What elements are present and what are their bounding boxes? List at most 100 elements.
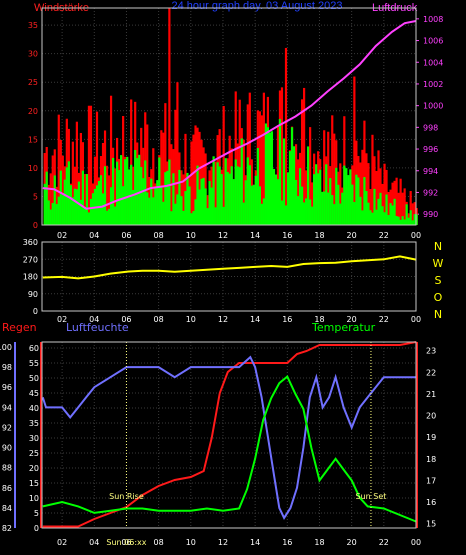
wind-avg-bar (319, 169, 322, 225)
wind-avg-bar (180, 196, 183, 225)
lower-x-tick: 12 (218, 538, 228, 547)
wind-x-tick: 02 (57, 231, 67, 240)
wind-avg-bar (399, 219, 402, 225)
wind-avg-bar (284, 205, 288, 225)
wind-max-bar (89, 105, 93, 225)
wind-avg-bar (236, 166, 239, 225)
wind-max-bar (57, 114, 60, 225)
wind-y-tick: 5 (33, 192, 38, 201)
wind-avg-bar (63, 179, 66, 225)
wind-avg-bar (252, 184, 255, 225)
wind-max-bar (331, 115, 334, 225)
wind-max-bar (339, 163, 342, 225)
wind-avg-bar (190, 213, 193, 225)
wind-max-bar (130, 99, 133, 225)
direction-y-tick: 0 (33, 307, 38, 316)
wind-max-bar (107, 175, 111, 225)
temperature-y-tick: 20 (426, 412, 436, 421)
direction-y-tick: 360 (23, 238, 38, 247)
humidity-y-tick: 92 (2, 423, 12, 432)
wind-max-bar (309, 127, 312, 225)
wind-max-bar (401, 192, 404, 225)
wind-avg-bar (331, 195, 334, 225)
wind-max-bar (367, 163, 370, 225)
wind-max-bar (164, 103, 167, 225)
wind-avg-bar (154, 187, 157, 225)
wind-max-bar (258, 111, 261, 225)
rain-y-tick: 20 (29, 464, 39, 473)
wind-max-bar (214, 161, 217, 225)
rain-y-tick: 15 (29, 479, 39, 488)
wind-x-tick: 18 (314, 231, 324, 240)
wind-avg-bar (170, 211, 173, 225)
wind-avg-bar (266, 127, 270, 225)
wind-max-bar (162, 132, 165, 225)
wind-avg-bar (101, 193, 105, 225)
wind-x-tick: 04 (89, 231, 99, 240)
direction-letter: S (435, 274, 442, 287)
wind-max-bar (409, 191, 412, 225)
wind-avg-bar (234, 159, 237, 225)
direction-x-tick: 14 (250, 315, 260, 324)
lower-x-tick: 16 (282, 538, 292, 547)
rain-y-tick: 50 (29, 374, 39, 383)
wind-avg-bar (122, 186, 125, 225)
wind-max-bar (95, 111, 99, 225)
wind-max-bar (79, 132, 83, 225)
wind-avg-bar (309, 199, 312, 225)
humidity-y-tick: 94 (2, 403, 12, 412)
wind-max-bar (296, 159, 300, 225)
wind-avg-bar (292, 146, 296, 225)
wind-max-bar (381, 183, 384, 225)
pressure-y-tick: 1002 (423, 80, 443, 89)
direction-x-tick: 08 (154, 315, 164, 324)
wind-avg-bar (248, 165, 251, 225)
wind-max-bar (399, 178, 402, 225)
pressure-y-tick: 1000 (423, 102, 443, 111)
humidity-y-tick: 100 (0, 343, 12, 352)
lower-x-tick: 18 (314, 538, 324, 547)
wind-avg-bar (45, 171, 48, 225)
wind-avg-bar (347, 175, 350, 225)
wind-avg-bar (355, 174, 358, 225)
wind-max-bar (194, 125, 197, 225)
wind-avg-bar (140, 166, 143, 225)
wind-avg-bar (47, 200, 50, 225)
wind-avg-bar (208, 181, 211, 225)
wind-avg-bar (317, 173, 320, 225)
wind-avg-bar (188, 186, 191, 225)
wind-avg-bar (198, 189, 201, 225)
wind-avg-bar (369, 210, 372, 225)
wind-max-bar (300, 99, 304, 225)
pressure-line (42, 20, 417, 210)
humidity-y-tick: 86 (2, 484, 12, 493)
wind-avg-bar (186, 172, 189, 225)
wind-avg-bar (294, 179, 298, 225)
wind-avg-bar (307, 146, 310, 225)
wind-max-bar (168, 8, 171, 225)
wind-avg-bar (381, 206, 384, 225)
wind-avg-bar (174, 203, 177, 225)
wind-avg-bar (120, 155, 123, 225)
wind-avg-bar (276, 179, 280, 225)
wind-avg-bar (389, 203, 392, 225)
wind-avg-bar (166, 170, 169, 225)
wind-avg-bar (305, 198, 308, 225)
temperature-y-tick: 15 (426, 520, 436, 529)
direction-y-tick: 180 (23, 273, 38, 282)
wind-max-bar (222, 106, 225, 225)
wind-avg-bar (246, 157, 249, 225)
wind-avg-bar (385, 194, 388, 225)
lower-x-tick: 22 (379, 538, 389, 547)
wind-max-bar (198, 131, 201, 225)
wind-avg-bar (401, 216, 404, 225)
wind-avg-bar (286, 172, 290, 225)
rain-y-tick: 10 (29, 494, 39, 503)
wind-max-bar (369, 189, 372, 225)
wind-avg-bar (224, 158, 227, 225)
wind-avg-bar (268, 132, 272, 225)
wind-avg-bar (351, 184, 354, 225)
wind-avg-bar (99, 175, 103, 225)
wind-avg-bar (345, 168, 348, 225)
wind-avg-bar (278, 119, 282, 225)
